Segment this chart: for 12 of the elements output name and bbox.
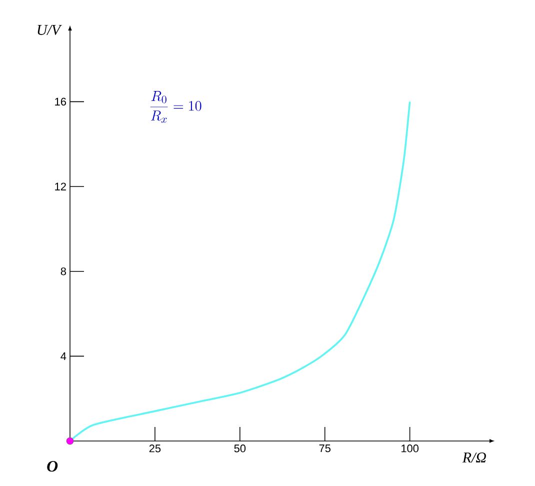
y-axis-title: U/V (38, 24, 62, 36)
x-tick-label: 50 (234, 444, 246, 452)
y-tick-label: 4 (60, 352, 66, 360)
y-tick-label: 12 (55, 182, 66, 190)
y-tick-label: 8 (60, 267, 66, 276)
annotation: $\frac{R_0}{R_x}=10$ (150, 91, 202, 123)
text: O (47, 460, 58, 472)
x-tick-label: 25 (149, 444, 161, 452)
y-tick-label: 16 (55, 98, 66, 106)
x-axis-title: R/Ω (462, 452, 486, 463)
x-tick-label: 75 (319, 444, 330, 452)
x-tick-label: 100 (401, 444, 419, 452)
